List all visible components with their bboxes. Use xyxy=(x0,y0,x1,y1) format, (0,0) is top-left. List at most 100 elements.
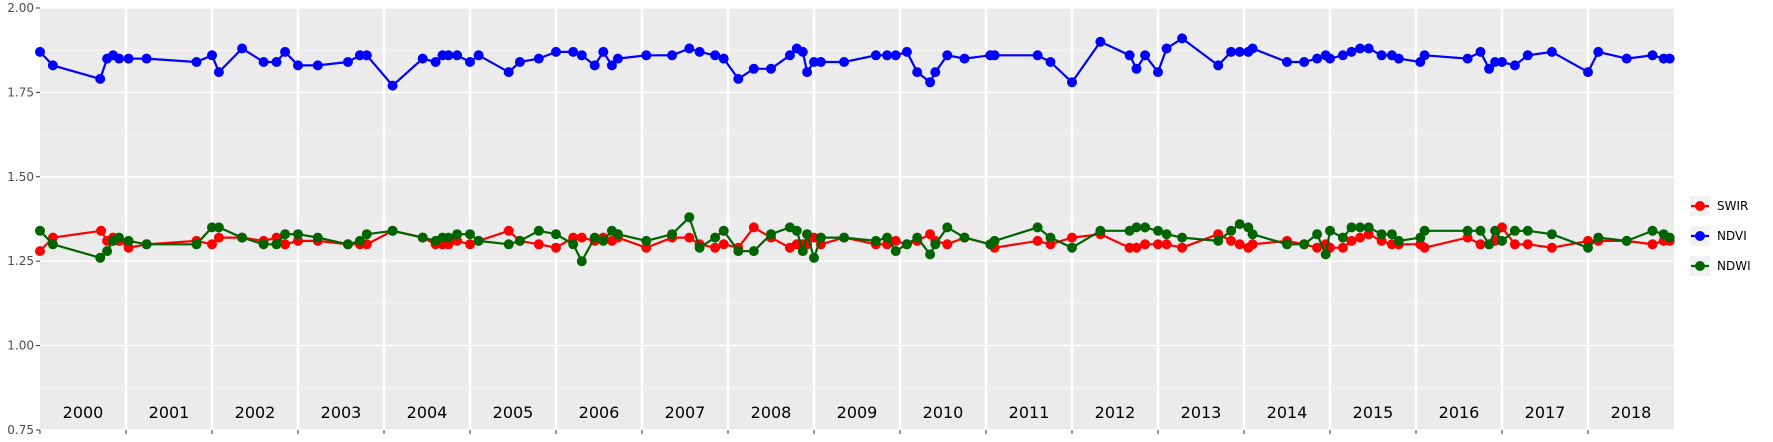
data-point-ndwi xyxy=(1226,225,1237,236)
data-point-ndvi xyxy=(1475,46,1486,57)
data-point-ndvi xyxy=(1337,50,1348,61)
data-point-ndwi xyxy=(271,239,282,250)
data-point-ndwi xyxy=(694,242,705,253)
data-point-ndwi xyxy=(1490,225,1501,236)
data-point-ndwi xyxy=(361,229,372,240)
legend-label-ndvi: NDVI xyxy=(1717,229,1747,243)
data-point-ndvi xyxy=(1393,53,1404,64)
data-point-ndwi xyxy=(354,235,365,246)
data-point-ndvi xyxy=(942,50,953,61)
data-point-ndvi xyxy=(901,46,912,57)
data-point-ndvi xyxy=(748,63,759,74)
data-point-ndvi xyxy=(1312,53,1323,64)
data-point-ndwi xyxy=(870,235,881,246)
data-point-ndvi xyxy=(1299,57,1310,67)
data-point-swir xyxy=(1337,242,1348,253)
data-point-ndwi xyxy=(1153,225,1163,236)
legend-label-swir: SWIR xyxy=(1717,199,1748,213)
data-point-ndwi xyxy=(123,235,134,246)
data-point-ndwi xyxy=(1282,239,1292,250)
data-point-swir xyxy=(1546,242,1557,253)
data-point-ndwi xyxy=(141,239,152,250)
y-axis: 0.75 1.00 1.25 1.50 1.75 2.00 xyxy=(7,1,40,437)
data-point-ndwi xyxy=(191,239,202,250)
data-point-ndvi xyxy=(1355,43,1366,54)
data-point-swir xyxy=(684,232,695,243)
data-point-ndwi xyxy=(35,225,45,236)
data-point-ndwi xyxy=(1234,219,1245,230)
data-point-swir xyxy=(1419,242,1430,253)
data-point-ndvi xyxy=(959,53,970,64)
data-point-ndwi xyxy=(1140,222,1151,233)
y-tick-label: 1.75 xyxy=(7,85,34,99)
data-point-ndvi xyxy=(733,73,744,84)
data-point-ndvi xyxy=(1509,60,1520,71)
data-point-ndvi xyxy=(207,50,217,61)
data-point-ndwi xyxy=(280,229,291,240)
data-point-ndvi xyxy=(930,67,941,78)
data-point-ndwi xyxy=(1462,225,1473,236)
data-point-ndwi xyxy=(1067,242,1077,253)
data-point-swir xyxy=(1346,235,1357,246)
data-point-ndvi xyxy=(890,50,901,61)
y-tick-label: 1.00 xyxy=(7,339,34,353)
data-point-swir xyxy=(1067,232,1077,243)
data-point-ndvi xyxy=(1664,53,1675,64)
data-point-ndvi xyxy=(237,43,248,54)
data-point-swir xyxy=(207,239,217,250)
data-point-ndvi xyxy=(589,60,600,71)
data-point-ndwi xyxy=(1647,225,1658,236)
data-point-ndwi xyxy=(815,232,826,243)
data-point-ndvi xyxy=(1490,57,1501,67)
data-point-swir xyxy=(1522,239,1533,250)
data-point-ndwi xyxy=(598,235,609,246)
year-label: 2002 xyxy=(235,403,276,422)
year-label: 2006 xyxy=(579,403,620,422)
data-point-ndvi xyxy=(387,80,398,91)
data-point-ndwi xyxy=(1497,235,1507,246)
data-point-ndvi xyxy=(430,57,441,67)
data-point-ndwi xyxy=(1583,242,1593,253)
data-point-ndvi xyxy=(47,60,58,71)
data-point-swir xyxy=(533,239,544,250)
year-label: 2005 xyxy=(493,403,534,422)
data-point-ndwi xyxy=(1522,225,1533,236)
data-point-ndvi xyxy=(710,50,721,61)
data-point-ndwi xyxy=(1546,229,1557,240)
data-point-swir xyxy=(942,239,953,250)
data-point-ndvi xyxy=(1153,67,1163,78)
data-point-ndvi xyxy=(766,63,776,74)
data-point-ndvi xyxy=(1325,53,1335,64)
data-point-ndvi xyxy=(1213,60,1224,71)
data-point-ndvi xyxy=(1419,50,1430,61)
data-point-ndvi xyxy=(293,60,303,71)
data-point-swir xyxy=(576,232,587,243)
year-labels: 2000 2001 2002 2003 2004 2005 2006 2007 2008 2009… xyxy=(63,403,1652,422)
y-tick-label: 1.50 xyxy=(7,170,34,184)
data-point-ndwi xyxy=(612,229,623,240)
data-point-ndwi xyxy=(1376,229,1387,240)
data-point-ndwi xyxy=(1320,249,1331,260)
data-point-ndvi xyxy=(443,50,454,61)
data-point-ndvi xyxy=(473,50,484,61)
data-point-ndvi xyxy=(1546,46,1557,57)
data-point-ndvi xyxy=(598,46,609,57)
data-point-swir xyxy=(1647,239,1658,250)
data-point-ndvi xyxy=(1593,46,1604,57)
data-point-ndvi xyxy=(551,46,561,57)
data-point-ndwi xyxy=(1484,239,1495,250)
data-point-ndvi xyxy=(1067,77,1077,88)
data-point-ndwi xyxy=(95,252,106,263)
data-point-ndwi xyxy=(293,229,303,240)
data-point-ndvi xyxy=(258,57,269,67)
data-point-ndvi xyxy=(1177,33,1188,44)
data-point-ndwi xyxy=(417,232,428,243)
data-point-ndvi xyxy=(1346,46,1357,57)
data-point-ndvi xyxy=(361,50,372,61)
data-point-ndwi xyxy=(213,222,224,233)
data-point-swir xyxy=(465,239,475,250)
year-label: 2016 xyxy=(1439,403,1480,422)
data-point-ndvi xyxy=(123,53,134,64)
data-point-ndvi xyxy=(641,50,652,61)
data-point-ndwi xyxy=(342,239,353,250)
